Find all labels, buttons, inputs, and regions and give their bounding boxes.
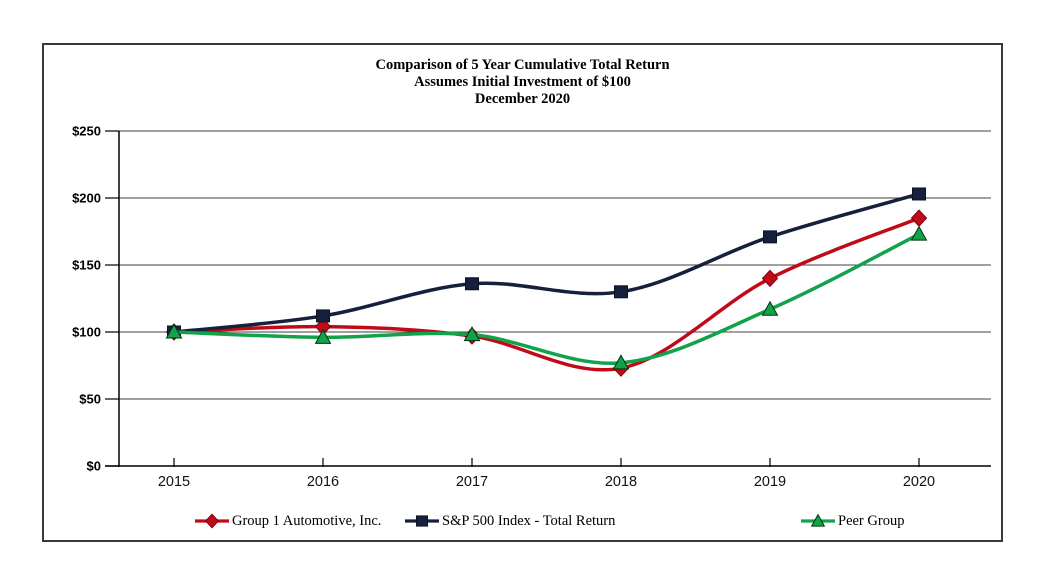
y-tick-label: $50 — [79, 392, 101, 407]
x-tick-label: 2015 — [158, 474, 190, 490]
legend-item-group-1-automotive: Group 1 Automotive, Inc. — [194, 512, 381, 530]
x-tick-label: 2020 — [903, 474, 935, 490]
plot-area: $250 $200 $150 $100 $50 $0 2015 2016 2017 2018 201… — [72, 124, 991, 490]
y-tick-label: $0 — [87, 459, 101, 474]
legend-label-peer-group: Peer Group — [838, 512, 905, 529]
chart-title-line-2: Assumes Initial Investment of $100 — [414, 74, 631, 90]
series-line-peer-group — [172, 232, 921, 365]
marker-triangle-peer-group — [761, 300, 779, 316]
series-line-s-p-500-index-total-return — [172, 192, 921, 334]
marker-triangle-peer-group — [165, 323, 183, 339]
y-tick-label: $100 — [72, 325, 101, 340]
x-tick-label: 2019 — [754, 474, 786, 490]
marker-square-s-p-500-index-total-return — [763, 230, 777, 244]
chart-title-line-3: December 2020 — [474, 91, 571, 107]
marker-triangle-peer-group — [463, 326, 481, 342]
marker-triangle-peer-group — [810, 513, 826, 527]
y-tick-label: $150 — [72, 258, 101, 273]
marker-diamond-group-1-automotive-inc — [761, 269, 779, 288]
legend-label-group-1-automotive: Group 1 Automotive, Inc. — [232, 512, 382, 529]
marker-diamond-group-1-automotive-inc — [204, 513, 220, 529]
marker-triangle-peer-group — [910, 225, 928, 241]
legend-item-sp500-index: S&P 500 Index - Total Return — [404, 512, 615, 530]
y-tick-label: $250 — [72, 124, 101, 139]
marker-triangle-peer-group — [612, 354, 630, 370]
marker-square-s-p-500-index-total-return — [614, 285, 628, 299]
marker-square-s-p-500-index-total-return — [465, 277, 479, 291]
legend-diamond-line-icon — [195, 513, 229, 529]
marker-square-s-p-500-index-total-return — [912, 187, 926, 201]
legend-label-sp500-index: S&P 500 Index - Total Return — [442, 512, 616, 529]
marker-diamond-group-1-automotive-inc — [910, 209, 928, 227]
marker-square-s-p-500-index-total-return — [316, 309, 330, 323]
legend-triangle-line-icon — [801, 513, 835, 527]
legend-item-peer-group: Peer Group — [800, 512, 904, 530]
y-tick-label: $200 — [72, 191, 101, 206]
series-line-group-1-automotive-inc — [172, 216, 921, 372]
chart-title-line-1: Comparison of 5 Year Cumulative Total Re… — [375, 57, 670, 73]
x-tick-label: 2017 — [456, 474, 488, 490]
x-tick-label: 2018 — [605, 474, 637, 490]
chart-title: Comparison of 5 Year Cumulative Total Re… — [44, 57, 1001, 108]
x-tick-label: 2016 — [307, 474, 339, 490]
chart-frame: Comparison of 5 Year Cumulative Total Re… — [42, 43, 1003, 542]
legend-square-line-icon — [405, 515, 439, 527]
marker-square-s-p-500-index-total-return — [415, 515, 429, 527]
marker-triangle-peer-group — [314, 328, 332, 344]
